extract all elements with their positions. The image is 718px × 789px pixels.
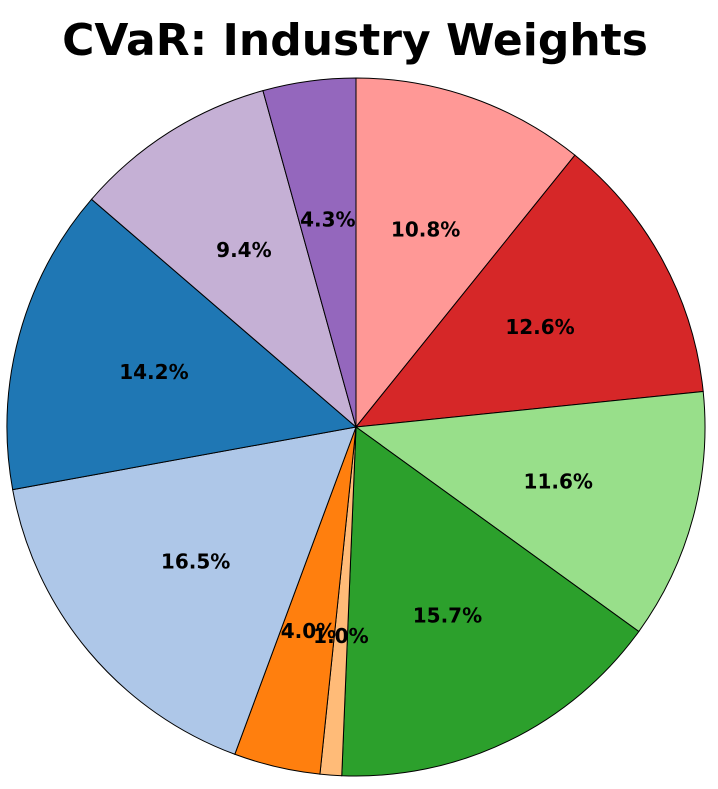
slice-label-3: 11.6% xyxy=(524,469,593,493)
slice-label-1: 10.8% xyxy=(391,218,460,242)
pie-slice-7 xyxy=(12,426,357,755)
pie-slice-2 xyxy=(354,154,704,428)
pie-slices xyxy=(6,77,706,777)
slice-label-2: 12.6% xyxy=(505,315,574,339)
slice-label-7: 16.5% xyxy=(161,550,230,574)
slice-label-4: 15.7% xyxy=(413,603,482,627)
slice-label-8: 14.2% xyxy=(119,360,188,384)
pie-slice-8 xyxy=(6,198,358,491)
slice-label-6: 4.0% xyxy=(281,619,336,643)
pie-slice-3 xyxy=(354,390,706,633)
pie-labels: 10.8% 12.6% 11.6% 15.7% 1.0%4.0% 16.5% 14.2% 9.… xyxy=(119,208,593,648)
pie-slice-10 xyxy=(262,77,357,428)
pie-slice-9 xyxy=(90,90,357,429)
pie-slice-4 xyxy=(341,426,640,777)
slice-label-9: 9.4% xyxy=(216,238,271,262)
chart-title: CVaR: Industry Weights xyxy=(62,15,648,66)
pie-slice-1 xyxy=(355,77,576,429)
slice-label-10: 4.3% xyxy=(300,208,355,232)
slice-label-5: 1.0% xyxy=(313,624,368,648)
